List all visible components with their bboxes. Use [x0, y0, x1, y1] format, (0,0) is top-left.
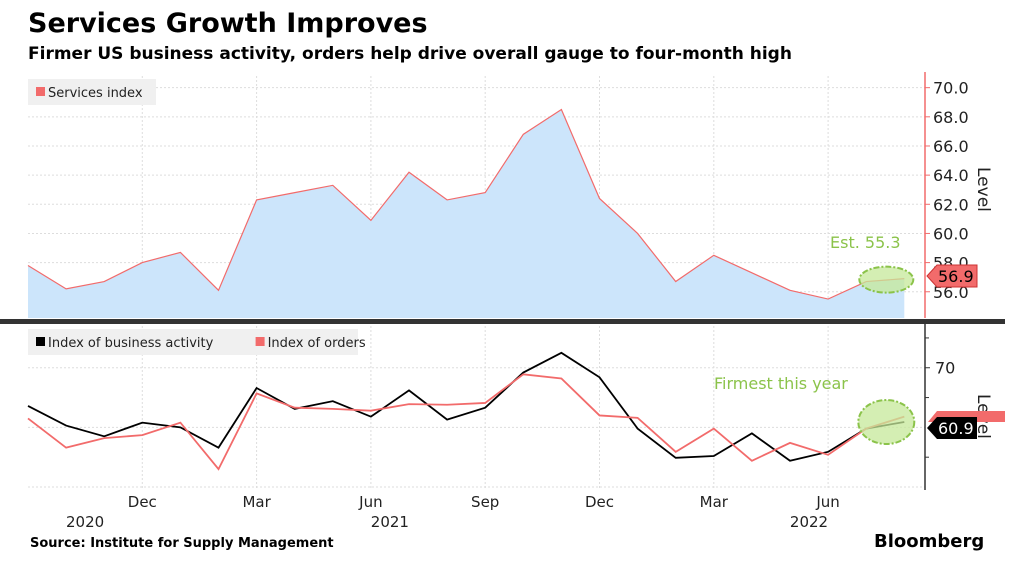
legend-swatch [36, 87, 45, 96]
x-tick-label: Jun [815, 493, 839, 511]
y-tick-label: 70 [935, 359, 955, 378]
last-value-label: 56.9 [938, 267, 974, 286]
legend-label: Index of business activity [48, 336, 214, 351]
last-value-tag [926, 264, 978, 288]
y-tick-label: 56.0 [933, 283, 969, 302]
annotation-text: Est. 55.3 [830, 233, 901, 252]
x-year-label: 2020 [66, 513, 104, 531]
x-tick-label: Mar [700, 493, 729, 511]
x-tick-label: Dec [128, 493, 157, 511]
last-value-label: 60.9 [938, 419, 974, 438]
series-line-0 [27, 351, 905, 462]
x-year-label: 2021 [371, 513, 409, 531]
x-year-label: 2022 [790, 513, 828, 531]
panel-divider [0, 319, 1005, 324]
legend-box [28, 79, 156, 105]
highlight-ellipse [857, 399, 916, 446]
x-tick-label: Dec [585, 493, 614, 511]
x-tick-label: Mar [242, 493, 271, 511]
legend-label: Services index [48, 86, 143, 101]
last-value-tag [927, 417, 977, 439]
y-tick-label: 60.0 [933, 224, 969, 243]
series-area [28, 109, 905, 318]
series-line-1 [27, 373, 905, 471]
y-tick-label: 62.0 [933, 195, 969, 214]
series-line-0 [27, 108, 905, 300]
y-tick-label: 68.0 [933, 108, 969, 127]
annotation-text: Firmest this year [714, 374, 848, 393]
source-note: Source: Institute for Supply Management [30, 536, 334, 551]
y-tick-label: 64.0 [933, 166, 969, 185]
legend-swatch [36, 337, 45, 346]
legend-label: Index of orders [268, 336, 366, 351]
y-tick-label: 66.0 [933, 137, 969, 156]
legend-swatch [255, 337, 265, 346]
x-tick-label: Sep [471, 493, 499, 511]
bloomberg-logo: Bloomberg [874, 531, 985, 552]
chart-subtitle: Firmer US business activity, orders help… [28, 44, 792, 64]
y-axis-label: Level [973, 167, 993, 212]
highlight-ellipse [858, 265, 915, 294]
chart-title: Services Growth Improves [28, 8, 428, 39]
legend-box [28, 329, 358, 355]
x-tick-label: Jun [358, 493, 382, 511]
y-tick-label: 70.0 [933, 79, 969, 98]
